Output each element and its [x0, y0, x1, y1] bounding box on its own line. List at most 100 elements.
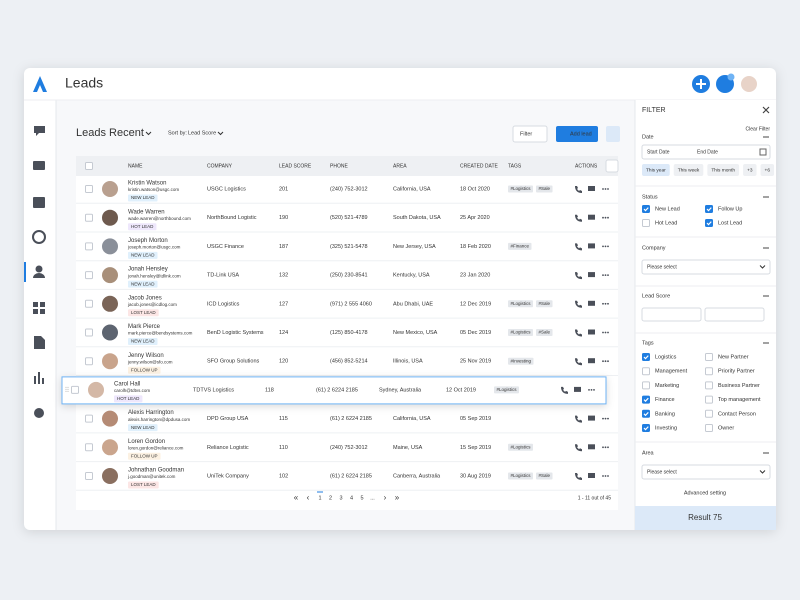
call-action[interactable]: [575, 214, 582, 222]
nav-docs[interactable]: [34, 336, 45, 349]
logo[interactable]: [33, 76, 47, 92]
message-action[interactable]: [588, 214, 595, 220]
status-checkbox[interactable]: [642, 205, 650, 213]
more-action[interactable]: [604, 446, 607, 449]
page-next[interactable]: ›: [384, 493, 387, 502]
more-action[interactable]: [604, 245, 607, 248]
message-action[interactable]: [588, 300, 595, 306]
row-checkbox[interactable]: [85, 271, 93, 280]
more-action[interactable]: [604, 475, 607, 477]
more-action[interactable]: [604, 274, 607, 276]
more-action[interactable]: [607, 360, 609, 363]
more-action[interactable]: [602, 216, 604, 219]
more-action[interactable]: [602, 417, 604, 420]
more-action[interactable]: [607, 245, 609, 248]
more-action[interactable]: [604, 302, 607, 305]
tag-checkbox[interactable]: [705, 395, 713, 404]
more-action[interactable]: [602, 274, 604, 276]
more-button[interactable]: [606, 126, 620, 142]
tag-checkbox[interactable]: [642, 424, 650, 432]
user-avatar[interactable]: [739, 74, 759, 94]
more-action[interactable]: [602, 360, 604, 363]
close-filter[interactable]: [762, 106, 770, 114]
more-action[interactable]: [607, 446, 609, 449]
tag-checkbox[interactable]: [642, 381, 650, 390]
status-checkbox[interactable]: [705, 219, 713, 227]
row-checkbox[interactable]: [85, 443, 93, 452]
tag-checkbox[interactable]: [705, 424, 713, 432]
call-action[interactable]: [561, 386, 568, 394]
row-checkbox[interactable]: [85, 242, 93, 251]
more-action[interactable]: [607, 274, 609, 276]
message-action[interactable]: [588, 415, 595, 421]
tag-checkbox[interactable]: [705, 367, 713, 376]
filter-button[interactable]: [512, 125, 548, 143]
message-action[interactable]: [574, 386, 581, 392]
score-max-input[interactable]: [704, 307, 765, 322]
nav-leads[interactable]: [35, 265, 43, 273]
call-action[interactable]: [575, 473, 582, 480]
nav-alarm[interactable]: [32, 230, 46, 244]
more-action[interactable]: [607, 331, 609, 334]
add-column-button[interactable]: [605, 159, 619, 173]
row-checkbox[interactable]: [85, 472, 93, 480]
call-action[interactable]: [575, 415, 582, 423]
page-prev[interactable]: ‹: [307, 493, 310, 502]
call-action[interactable]: [575, 272, 582, 280]
more-action[interactable]: [602, 331, 604, 334]
message-action[interactable]: [588, 473, 595, 478]
row-checkbox[interactable]: [85, 414, 93, 423]
row-checkbox[interactable]: [85, 299, 93, 308]
more-action[interactable]: [604, 360, 607, 363]
more-action[interactable]: [607, 216, 609, 219]
more-action[interactable]: [602, 446, 604, 449]
message-action[interactable]: [588, 243, 595, 249]
nav-widgets[interactable]: [33, 302, 38, 307]
tag-checkbox[interactable]: [705, 381, 713, 390]
more-action[interactable]: [607, 188, 609, 190]
call-action[interactable]: [575, 444, 582, 452]
date-chip[interactable]: [760, 164, 775, 176]
row-checkbox[interactable]: [71, 385, 79, 394]
more-action[interactable]: [604, 417, 607, 420]
date-chip[interactable]: [673, 164, 704, 176]
company-select[interactable]: [641, 259, 771, 275]
row-checkbox[interactable]: [85, 357, 93, 366]
tag-checkbox[interactable]: [705, 353, 713, 361]
tag-checkbox[interactable]: [705, 409, 713, 418]
nav-chat[interactable]: [34, 126, 45, 136]
more-action[interactable]: [607, 417, 609, 420]
area-select[interactable]: [641, 464, 771, 480]
more-action[interactable]: [590, 389, 593, 391]
call-action[interactable]: [575, 186, 582, 193]
result-bar[interactable]: [635, 506, 776, 530]
status-checkbox[interactable]: [642, 219, 650, 227]
call-action[interactable]: [575, 300, 582, 308]
date-range-input[interactable]: [641, 144, 771, 160]
row-checkbox[interactable]: [85, 213, 93, 222]
message-action[interactable]: [588, 329, 595, 335]
message-action[interactable]: [588, 358, 595, 364]
nav-calendar[interactable]: [33, 197, 45, 208]
page-first[interactable]: «: [294, 493, 299, 502]
nav-settings[interactable]: [34, 408, 44, 418]
date-chip[interactable]: [707, 164, 740, 176]
nav-reports[interactable]: [34, 376, 36, 384]
date-chip[interactable]: [642, 164, 670, 176]
select-all-checkbox[interactable]: [85, 162, 93, 170]
call-action[interactable]: [575, 358, 582, 366]
add-lead-button[interactable]: [556, 126, 598, 142]
sort-caret[interactable]: [217, 131, 224, 136]
call-action[interactable]: [575, 329, 582, 337]
more-action[interactable]: [604, 188, 607, 190]
message-action[interactable]: [588, 186, 595, 191]
more-action[interactable]: [607, 475, 609, 477]
message-action[interactable]: [588, 272, 595, 278]
more-action[interactable]: [602, 302, 604, 305]
more-action[interactable]: [602, 475, 604, 477]
page-last[interactable]: »: [395, 493, 400, 502]
tag-checkbox[interactable]: [642, 367, 650, 376]
status-checkbox[interactable]: [705, 205, 713, 213]
more-action[interactable]: [604, 216, 607, 219]
tag-checkbox[interactable]: [642, 353, 650, 361]
